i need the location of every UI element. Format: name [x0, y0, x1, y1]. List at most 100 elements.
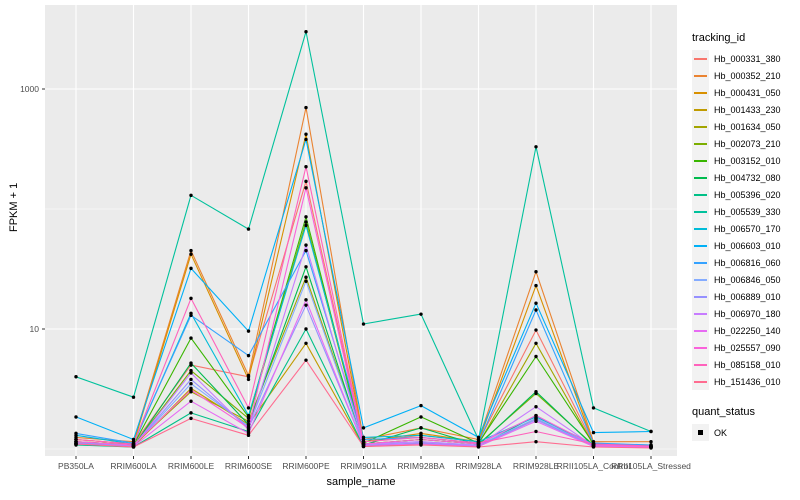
legend-item-Hb_001433_230: Hb_001433_230 — [692, 101, 800, 118]
legend-item-Hb_000431_050: Hb_000431_050 — [692, 84, 800, 101]
data-point — [476, 441, 481, 445]
data-point — [534, 413, 538, 418]
data-point — [591, 445, 596, 449]
legend-item-label: Hb_085158_010 — [714, 359, 781, 370]
x-tick-label: RRIM600LA — [110, 461, 157, 471]
legend-item-label: Hb_000431_050 — [714, 87, 781, 98]
data-point — [534, 419, 538, 424]
data-point — [476, 435, 481, 440]
line-key-icon — [692, 203, 709, 220]
data-point — [304, 165, 308, 169]
legend-color-line — [694, 210, 707, 213]
legend-color-line — [694, 227, 707, 230]
legend-item-ok: OK — [692, 424, 800, 441]
data-point — [246, 406, 251, 410]
data-point — [246, 377, 251, 382]
data-point — [534, 405, 538, 409]
data-point — [189, 382, 193, 386]
legend-item-Hb_006846_050: Hb_006846_050 — [692, 271, 800, 288]
legend-color-line — [694, 295, 707, 298]
data-point — [131, 395, 136, 399]
legend: tracking_id Hb_000331_380 Hb_000352_210 Hb… — [692, 32, 800, 441]
line-key-icon — [692, 305, 709, 322]
data-point — [304, 298, 308, 302]
data-point — [189, 361, 193, 365]
data-point — [246, 413, 251, 418]
data-point — [189, 248, 193, 253]
data-point — [534, 308, 538, 312]
legend-color-line — [694, 278, 707, 281]
data-point — [189, 377, 193, 382]
legend-color-line — [694, 159, 707, 162]
data-point — [591, 406, 596, 410]
x-tick-label: RRIM928LE — [513, 461, 560, 471]
data-point — [189, 296, 193, 301]
legend-item-Hb_006816_060: Hb_006816_060 — [692, 254, 800, 271]
data-point — [419, 415, 423, 419]
line-key-icon — [692, 67, 709, 84]
data-point — [189, 399, 193, 403]
data-point — [534, 341, 538, 346]
line-key-icon — [692, 271, 709, 288]
line-key-icon — [692, 220, 709, 237]
data-point — [189, 416, 193, 421]
data-point — [591, 430, 596, 435]
legend-item-label: Hb_022250_140 — [714, 325, 781, 336]
data-point — [649, 446, 653, 450]
y-tick-label: 1000 — [20, 84, 39, 94]
legend-item-list: Hb_000331_380 Hb_000352_210 Hb_000431_050 H… — [692, 50, 800, 390]
legend-color-line — [694, 57, 707, 60]
legend-item-Hb_025557_090: Hb_025557_090 — [692, 339, 800, 356]
x-tick-label: RRII105LA_Control — [557, 461, 631, 471]
line-key-icon — [692, 237, 709, 254]
legend-color-line — [694, 91, 707, 94]
legend-color-line — [694, 363, 707, 366]
legend-item-label: Hb_004732_080 — [714, 172, 781, 183]
x-tick-label: RRIM928LA — [455, 461, 502, 471]
data-point — [304, 220, 308, 224]
data-point — [361, 444, 366, 449]
data-point — [304, 327, 308, 331]
legend-color-line — [694, 74, 707, 77]
data-point — [419, 426, 423, 430]
legend-item-label: Hb_003152_010 — [714, 155, 781, 166]
data-point — [304, 186, 308, 190]
line-key-icon — [692, 101, 709, 118]
data-point — [534, 283, 538, 288]
data-point — [419, 435, 423, 440]
data-point — [534, 354, 538, 359]
line-key-icon — [692, 135, 709, 152]
legend-item-Hb_000352_210: Hb_000352_210 — [692, 67, 800, 84]
legend-color-line — [694, 261, 707, 264]
legend-item-Hb_004732_080: Hb_004732_080 — [692, 169, 800, 186]
legend-item-label: Hb_006889_010 — [714, 291, 781, 302]
data-point — [304, 279, 308, 283]
legend-color-line — [694, 244, 707, 247]
data-point — [74, 431, 78, 436]
data-point — [304, 137, 308, 142]
legend-item-label: Hb_006970_180 — [714, 308, 781, 319]
legend-item-label: Hb_006816_060 — [714, 257, 781, 268]
x-tick-label: RRIM928BA — [397, 461, 445, 471]
data-point — [189, 313, 193, 318]
line-key-icon — [692, 339, 709, 356]
data-point — [246, 426, 251, 430]
y-tick-label: 10 — [30, 324, 40, 334]
data-point — [534, 301, 538, 305]
data-point — [591, 442, 596, 446]
data-point — [534, 429, 538, 434]
legend-color-line — [694, 193, 707, 196]
legend-color-line — [694, 176, 707, 179]
data-point — [246, 419, 251, 424]
data-point — [246, 353, 251, 358]
data-point — [419, 443, 423, 447]
data-point — [361, 322, 366, 326]
data-point — [189, 193, 193, 198]
legend-color-line — [694, 108, 707, 111]
data-point — [534, 390, 538, 394]
legend-item-label: Hb_002073_210 — [714, 138, 781, 149]
x-tick-label: RRIM600SE — [225, 461, 273, 471]
data-point — [246, 227, 251, 231]
data-point — [304, 30, 308, 34]
